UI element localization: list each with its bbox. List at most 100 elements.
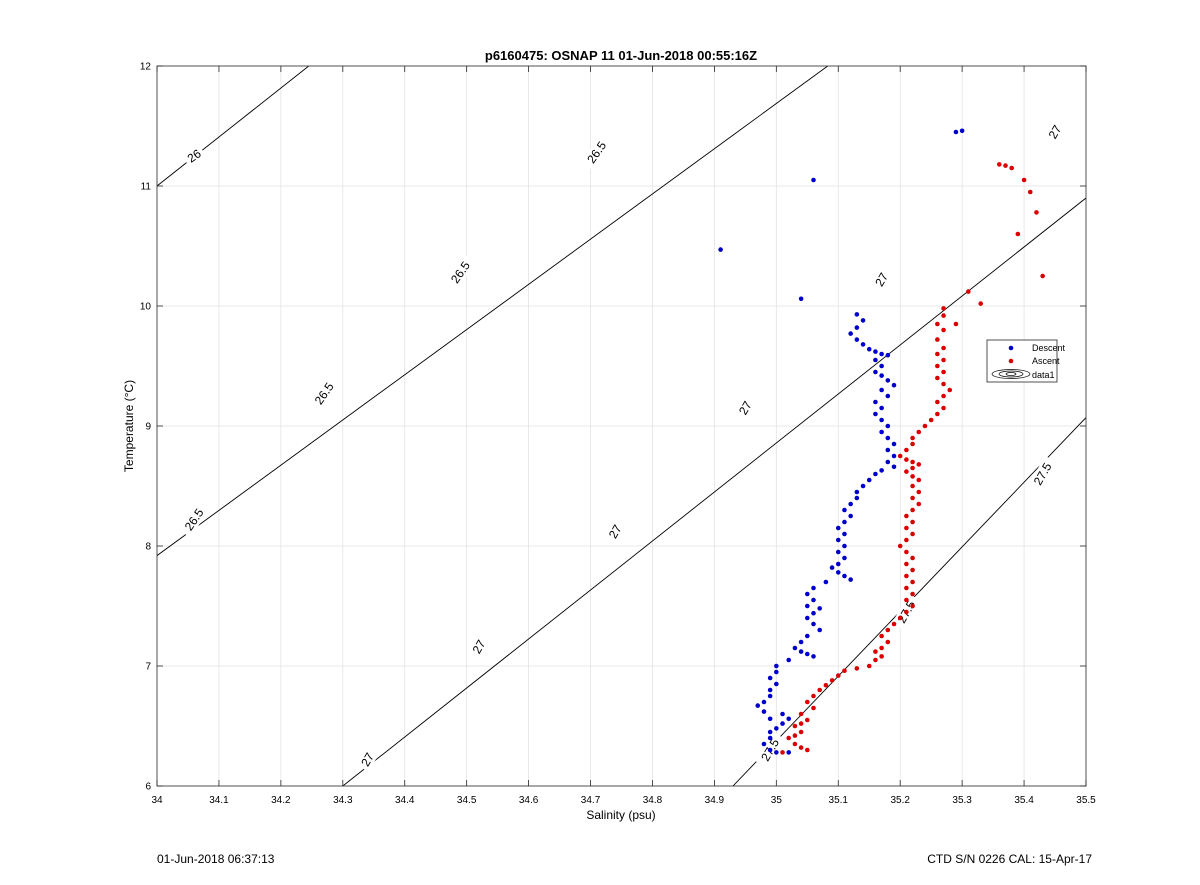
data-point-ascent [897,615,903,621]
contour-label-bg [356,747,379,772]
data-point-ascent [885,639,891,645]
data-point-descent [885,378,891,383]
footer-timestamp: 01-Jun-2018 06:37:13 [157,852,275,866]
contour-label: 27 [734,395,757,421]
data-point-descent [767,716,773,722]
data-point-ascent [953,321,959,327]
data-point-ascent [805,717,810,723]
x-tick-label: 34.8 [643,795,663,806]
data-point-descent [823,579,829,585]
data-point-ascent [904,469,909,474]
data-point-descent [767,729,773,735]
data-point-ascent [1015,231,1021,237]
data-point-ascent [885,627,891,633]
data-point-descent [805,651,810,657]
data-point-ascent [935,351,940,357]
data-point-ascent [941,381,946,387]
data-point-ascent [904,549,909,555]
x-tick-label: 35.4 [1014,795,1034,806]
data-point-ascent [941,393,946,399]
footer-ctd-info: CTD S/N 0226 CAL: 15-Apr-17 [927,852,1092,866]
data-point-descent [811,597,816,603]
data-point-ascent [916,501,922,507]
contour-label-text: 27 [736,398,755,417]
y-tick-label: 8 [145,542,151,553]
legend-label-ascent: Ascent [1032,356,1060,366]
data-point-ascent [910,603,915,609]
contour-label-text: 27 [470,637,489,656]
data-point-descent [854,337,860,342]
data-point-descent [873,471,878,477]
contour-label: 27 [1043,119,1067,145]
contour-label-text: 27 [872,270,891,289]
series-ascent [780,162,1045,755]
contour-label-bg [181,144,207,168]
y-tick-label: 10 [140,302,152,313]
data-point-ascent [1003,163,1008,168]
data-point-ascent [910,441,915,447]
data-point-ascent [910,459,915,465]
data-point-descent [842,531,847,537]
data-point-ascent [910,531,915,537]
contour-label: 27 [467,634,491,659]
y-tick-label: 9 [145,422,151,433]
contour-label-bg [444,254,476,291]
data-point-ascent [1021,177,1027,183]
contour-label-bg [734,395,757,421]
data-point-descent [774,726,779,731]
data-point-descent [879,373,884,378]
data-point-descent [891,464,897,470]
data-point-descent [848,501,853,507]
data-point-descent [879,429,884,435]
data-point-descent [866,477,872,483]
data-point-descent [854,325,860,330]
contour-label-text: 27 [1046,122,1065,141]
data-point-ascent [786,735,792,741]
data-point-descent [879,351,884,357]
contour-label: 27 [870,267,893,292]
x-tick-label: 35.3 [952,795,972,806]
data-point-descent [835,570,841,575]
data-point-descent [805,615,810,621]
data-point-descent [959,128,965,134]
data-point-descent [854,495,860,501]
data-point-ascent [879,645,884,651]
data-point-ascent [947,387,953,393]
data-point-descent [817,627,822,633]
data-point-ascent [935,375,940,381]
data-point-ascent [798,729,804,735]
data-point-descent [767,747,773,753]
data-point-descent [891,382,897,388]
y-axis-ticks: 6 7 8 9 10 11 12 [140,62,1086,793]
data-point-descent [891,441,897,447]
data-point-ascent [1009,165,1014,171]
data-point-descent [879,405,884,411]
data-point-ascent [792,723,798,729]
data-point-descent [854,312,860,317]
data-point-descent [755,703,761,708]
data-point-descent [835,561,841,567]
data-point-ascent [792,733,798,738]
data-point-ascent [904,537,909,543]
contour-label-bg [581,134,613,171]
data-point-ascent [928,417,934,423]
data-point-descent [805,603,810,609]
x-tick-label: 34.4 [395,795,415,806]
contour-label: 27 [604,519,627,544]
contour-label-text: 27 [606,522,625,541]
x-tick-label: 34.5 [457,795,477,806]
data-point-ascent [817,687,822,693]
data-point-ascent [916,429,922,435]
data-point-descent [879,363,884,369]
x-tick-label: 34.3 [333,795,353,806]
legend-marker-ascent [1008,358,1014,364]
legend-marker-descent [1008,345,1014,351]
x-axis-ticks: 34 34.1 34.2 34.3 34.4 34.5 34.6 34.7 34.8 34.9 35… [151,66,1096,806]
data-point-ascent [780,750,785,755]
data-point-descent [866,346,872,352]
legend-contour-icon [991,369,1031,379]
data-point-ascent [935,411,940,417]
data-point-ascent [897,543,903,549]
data-point-ascent [842,668,847,674]
data-point-ascent [941,369,946,375]
